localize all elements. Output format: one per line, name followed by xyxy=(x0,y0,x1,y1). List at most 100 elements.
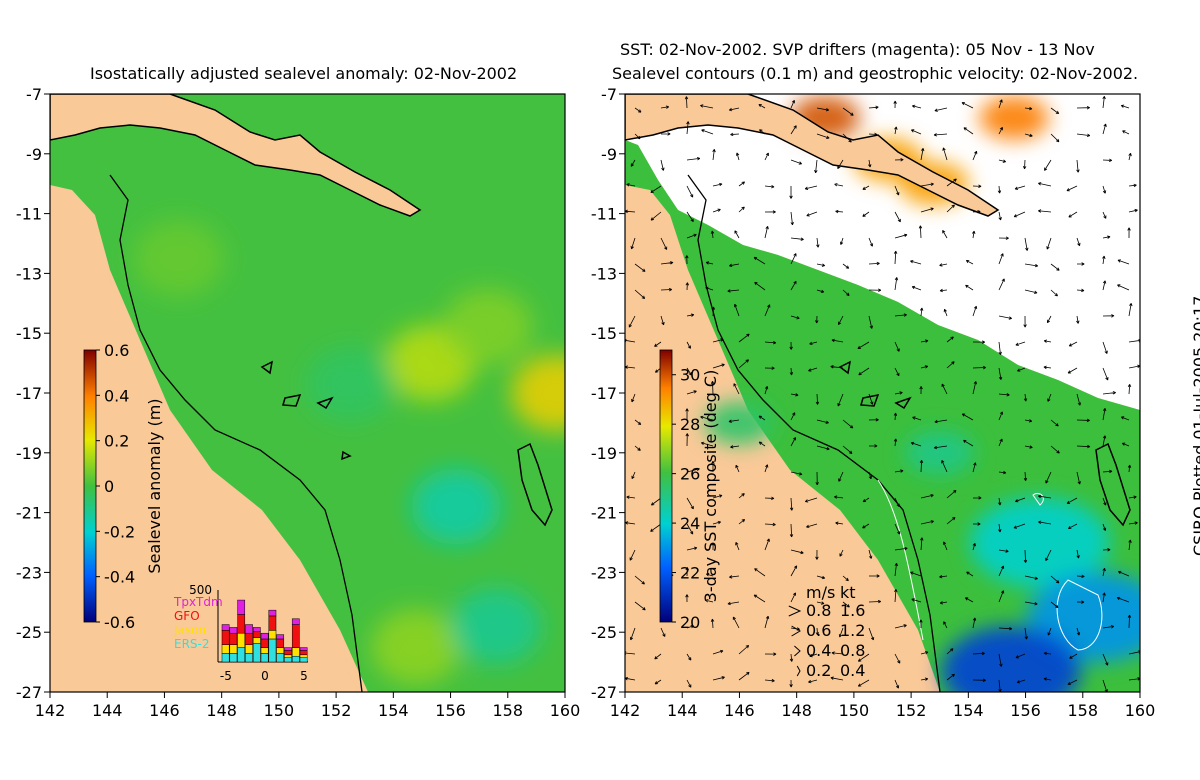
velocity-arrow xyxy=(1102,435,1107,447)
velocity-arrow xyxy=(654,679,662,685)
velocity-arrow xyxy=(686,624,694,629)
velocity-arrow xyxy=(910,259,922,265)
velocity-arrow xyxy=(764,185,775,189)
velocity-arrow xyxy=(831,651,844,655)
velocity-arrow xyxy=(894,497,900,508)
anomaly-region xyxy=(511,355,565,431)
velocity-arrow xyxy=(764,152,769,161)
inset-bar-segment xyxy=(260,647,269,654)
y-tick-label: -21 xyxy=(591,504,617,523)
inset-y-tick: 500 xyxy=(189,583,212,597)
velocity-arrow xyxy=(1102,523,1107,531)
velocity-arrow xyxy=(939,263,948,267)
velocity-arrow xyxy=(686,497,694,510)
velocity-arrow xyxy=(738,333,750,343)
x-tick-label: 160 xyxy=(550,701,581,720)
velocity-arrow xyxy=(790,437,797,447)
velocity-arrow xyxy=(804,185,818,190)
velocity-arrow xyxy=(1076,106,1090,110)
velocity-arrow xyxy=(626,183,636,187)
x-tick-label: 150 xyxy=(264,701,295,720)
velocity-arrow xyxy=(868,418,879,422)
velocity-arrow xyxy=(946,336,954,343)
inset-bar-segment xyxy=(229,644,238,654)
velocity-arrow xyxy=(1128,521,1138,525)
geostrophic-velocity-arrows xyxy=(625,96,1140,692)
new-guinea-coast xyxy=(50,94,422,217)
velocity-arrow xyxy=(634,575,645,585)
velocity-arrow xyxy=(710,618,715,629)
velocity-arrow xyxy=(1038,209,1052,213)
velocity-arrow xyxy=(998,590,1005,603)
velocity-arrow xyxy=(759,129,766,135)
velocity-arrow xyxy=(814,159,818,174)
velocity-arrow xyxy=(660,315,665,326)
velocity-arrow xyxy=(998,523,1002,533)
velocity-key-ms: 0.4 xyxy=(806,641,831,660)
x-tick-label: 154 xyxy=(378,701,409,720)
velocity-arrow xyxy=(942,147,948,161)
velocity-arrow xyxy=(1050,107,1060,115)
velocity-key-header-kt: kt xyxy=(840,583,856,602)
velocity-arrow xyxy=(1067,367,1078,374)
velocity-arrow xyxy=(700,415,714,421)
y-tick-label: -23 xyxy=(591,563,617,582)
velocity-arrow xyxy=(1076,393,1082,406)
y-tick-label: -19 xyxy=(591,444,617,463)
inset-bar-segment xyxy=(276,647,285,654)
velocity-arrow xyxy=(816,133,830,139)
velocity-arrow xyxy=(816,107,830,112)
velocity-arrow xyxy=(934,419,948,424)
inset-bar-segment xyxy=(291,624,300,648)
y-tick-label: -17 xyxy=(16,384,42,403)
velocity-arrow xyxy=(710,380,715,395)
velocity-arrow xyxy=(764,522,776,527)
inset-x-tick: -5 xyxy=(220,669,232,683)
velocity-arrow xyxy=(1038,520,1052,525)
colorbar-tick-label: 0.2 xyxy=(104,432,129,451)
velocity-arrow xyxy=(830,365,844,369)
velocity-arrow xyxy=(758,441,766,447)
velocity-arrow xyxy=(816,601,825,605)
velocity-arrow xyxy=(789,497,794,511)
velocity-arrow xyxy=(919,386,923,395)
velocity-arrow xyxy=(790,159,803,165)
velocity-arrow xyxy=(943,308,948,317)
velocity-arrow xyxy=(912,104,922,109)
colorbar-tick-label: -0.4 xyxy=(104,568,135,587)
velocity-arrow xyxy=(634,133,641,140)
velocity-arrow xyxy=(893,100,897,109)
velocity-arrow xyxy=(660,287,673,292)
sst-region xyxy=(969,497,1110,588)
colorbar-label: Sealevel anomaly (m) xyxy=(145,398,164,573)
inset-bar-segment xyxy=(299,654,308,658)
velocity-arrow xyxy=(998,626,1013,631)
velocity-arrow xyxy=(1015,497,1026,503)
velocity-arrow xyxy=(764,464,769,473)
velocity-arrow xyxy=(764,366,775,370)
inset-legend-entry: TpxTdm xyxy=(173,595,223,609)
inset-legend-entry: Jason xyxy=(173,623,206,637)
velocity-arrow xyxy=(920,365,929,369)
velocity-arrow xyxy=(894,546,908,551)
y-tick-label: -15 xyxy=(16,324,42,343)
velocity-key-kt: 1.6 xyxy=(840,601,865,620)
inset-bar-segment xyxy=(268,630,277,640)
inset-bar-segment xyxy=(284,647,292,651)
velocity-arrow xyxy=(634,601,646,611)
velocity-arrow xyxy=(1116,596,1130,603)
velocity-arrow xyxy=(998,438,1003,447)
inset-bar-segment xyxy=(237,614,246,634)
sst-region xyxy=(979,95,1050,140)
velocity-arrow xyxy=(972,209,981,214)
y-tick-label: -25 xyxy=(16,623,42,642)
velocity-arrow xyxy=(1024,601,1038,606)
velocity-arrow xyxy=(789,341,793,350)
velocity-arrow xyxy=(712,182,723,187)
inset-bar-segment xyxy=(291,647,300,657)
velocity-arrow xyxy=(712,363,725,369)
inset-bar-segment xyxy=(237,647,246,663)
velocity-arrow xyxy=(842,133,852,143)
velocity-arrow xyxy=(1050,289,1058,297)
